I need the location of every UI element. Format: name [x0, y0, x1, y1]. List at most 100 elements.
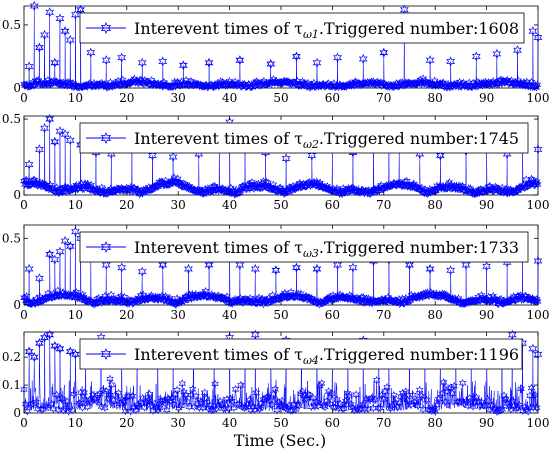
- marker: [333, 395, 341, 404]
- x-axis-label: Time (Sec.): [234, 431, 326, 450]
- x-tick-label: 30: [171, 91, 186, 105]
- marker: [144, 77, 152, 86]
- marker: [269, 390, 278, 399]
- peak-marker: [533, 349, 543, 360]
- marker: [242, 402, 250, 412]
- x-tick-label: 40: [222, 91, 237, 105]
- marker: [261, 394, 269, 404]
- marker: [374, 78, 382, 88]
- marker: [168, 393, 176, 403]
- peak-marker: [533, 144, 543, 155]
- marker: [22, 80, 30, 90]
- series-markers: [20, 113, 543, 199]
- marker: [356, 296, 365, 305]
- marker: [510, 187, 518, 197]
- peak-marker: [250, 263, 260, 275]
- y-tick-label: 0: [13, 298, 21, 312]
- marker: [102, 386, 111, 396]
- peak-marker: [55, 126, 65, 137]
- marker: [343, 389, 352, 398]
- peak-marker: [204, 57, 214, 68]
- peak-marker: [50, 254, 60, 265]
- panel-1: 0 10 20 30 40 50 60 70 80 90 100 0 0.5 Interevent tim…: [2, 0, 550, 105]
- marker: [527, 383, 536, 393]
- marker: [78, 403, 87, 412]
- series-markers: [20, 0, 543, 92]
- marker: [493, 407, 501, 417]
- legend-marker-icon: [100, 241, 112, 253]
- marker: [496, 405, 505, 415]
- marker: [221, 404, 230, 413]
- x-tick-label: 100: [527, 91, 550, 105]
- peak-marker: [35, 144, 44, 155]
- marker: [390, 390, 398, 400]
- marker: [489, 404, 498, 414]
- marker: [38, 295, 47, 305]
- marker: [407, 181, 416, 191]
- marker: [309, 393, 317, 403]
- marker: [96, 79, 104, 89]
- x-tick-label: 90: [479, 198, 494, 212]
- peak-marker: [101, 55, 111, 66]
- marker: [495, 406, 503, 416]
- marker: [175, 403, 183, 413]
- marker: [298, 387, 307, 397]
- marker: [410, 397, 419, 407]
- marker: [484, 396, 493, 406]
- peak-marker: [29, 0, 39, 12]
- y-tick-label: 0: [13, 81, 21, 95]
- marker: [455, 397, 464, 407]
- marker: [188, 384, 197, 394]
- marker: [426, 405, 434, 415]
- marker: [335, 403, 343, 413]
- marker: [73, 400, 82, 410]
- marker: [512, 404, 520, 413]
- peak-marker: [137, 266, 147, 277]
- marker: [128, 391, 137, 401]
- peak-marker: [184, 263, 193, 275]
- x-tick-label: 0: [20, 416, 28, 430]
- marker: [401, 297, 409, 307]
- x-tick-label: 30: [171, 308, 186, 322]
- marker: [111, 390, 119, 400]
- x-tick-label: 90: [479, 91, 494, 105]
- x-tick-label: 90: [479, 416, 494, 430]
- x-tick-label: 80: [428, 91, 443, 105]
- marker: [218, 400, 226, 409]
- marker: [354, 404, 362, 414]
- peak-marker: [271, 265, 281, 276]
- marker: [173, 178, 181, 188]
- marker: [176, 297, 185, 306]
- marker: [533, 177, 541, 187]
- marker: [386, 404, 395, 413]
- marker: [70, 389, 78, 399]
- marker: [252, 388, 261, 398]
- marker: [224, 404, 233, 414]
- peak-marker: [71, 349, 80, 360]
- marker: [125, 391, 133, 401]
- marker: [431, 407, 439, 416]
- peak-marker: [55, 246, 65, 257]
- y-tick-label: 0: [13, 406, 21, 420]
- legend-box: [79, 122, 529, 154]
- x-tick-label: 40: [222, 198, 237, 212]
- peak-marker: [281, 153, 291, 164]
- peak-marker: [24, 61, 34, 72]
- marker: [352, 390, 360, 400]
- peak-marker: [45, 249, 55, 260]
- marker: [443, 387, 452, 396]
- x-tick-label: 50: [273, 308, 288, 322]
- peak-marker: [45, 113, 55, 125]
- marker: [160, 78, 168, 87]
- x-tick-label: 0: [20, 198, 28, 212]
- marker: [27, 400, 35, 410]
- marker: [360, 405, 369, 414]
- marker: [508, 396, 517, 406]
- marker: [292, 404, 300, 414]
- peak-marker: [178, 60, 188, 71]
- peak-marker: [60, 235, 70, 247]
- peak-marker: [40, 332, 49, 343]
- marker: [138, 393, 147, 403]
- marker: [59, 405, 68, 415]
- marker: [116, 399, 125, 409]
